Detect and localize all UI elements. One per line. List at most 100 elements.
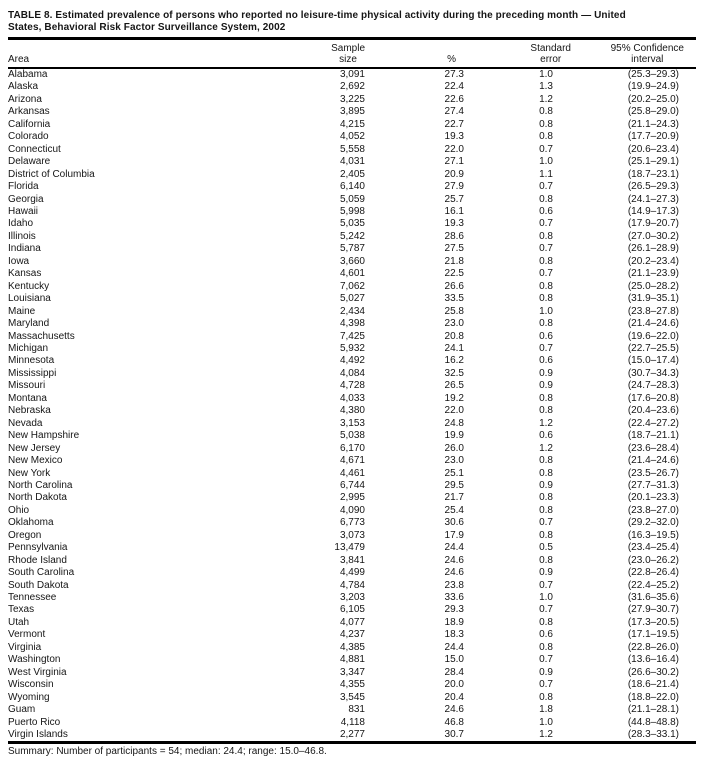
cell-sample-size: 4,728: [339, 380, 365, 392]
cell-sample-size: 2,995: [339, 492, 365, 504]
cell-confidence-interval: (31.6–35.6): [627, 592, 679, 604]
cell-sample-size: 6,105: [339, 604, 365, 616]
cell-standard-error: 0.7: [539, 517, 553, 529]
cell-area: Arizona: [8, 93, 42, 105]
cell-standard-error: 0.8: [539, 392, 553, 404]
cell-standard-error: 1.2: [539, 417, 553, 429]
cell-confidence-interval: (15.0–17.4): [627, 355, 679, 367]
cell-sample-size: 4,215: [339, 118, 365, 130]
cell-sample-size: 6,140: [339, 181, 365, 193]
cell-percent: 22.0: [444, 143, 464, 155]
cell-percent: 21.8: [444, 255, 464, 267]
table-row: Alaska 2,692 22.4 1.3 (19.9–24.9): [8, 81, 696, 93]
cell-area: District of Columbia: [8, 168, 95, 180]
table-row: South Carolina 4,499 24.6 0.9 (22.8–26.4): [8, 567, 696, 579]
table-row: Tennessee 3,203 33.6 1.0 (31.6–35.6): [8, 592, 696, 604]
cell-area: Maine: [8, 305, 36, 317]
table-row: California 4,215 22.7 0.8 (21.1–24.3): [8, 119, 696, 131]
cell-sample-size: 3,841: [339, 554, 365, 566]
cell-confidence-interval: (29.2–32.0): [627, 517, 679, 529]
cell-sample-size: 4,492: [339, 355, 365, 367]
cell-standard-error: 0.6: [539, 355, 553, 367]
cell-area: Oregon: [8, 529, 42, 541]
cell-percent: 26.6: [444, 280, 464, 292]
cell-confidence-interval: (24.1–27.3): [627, 193, 679, 205]
cell-area: Montana: [8, 392, 47, 404]
cell-percent: 20.8: [444, 330, 464, 342]
cell-area: Idaho: [8, 218, 34, 230]
table-row: Rhode Island 3,841 24.6 0.8 (23.0–26.2): [8, 555, 696, 567]
table-row: Pennsylvania 13,479 24.4 0.5 (23.4–25.4): [8, 542, 696, 554]
cell-confidence-interval: (27.0–30.2): [627, 230, 679, 242]
cell-confidence-interval: (27.9–30.7): [627, 604, 679, 616]
table-row: Louisiana 5,027 33.5 0.8 (31.9–35.1): [8, 293, 696, 305]
cell-sample-size: 5,038: [339, 430, 365, 442]
cell-standard-error: 0.8: [539, 529, 553, 541]
table-row: Arkansas 3,895 27.4 0.8 (25.8–29.0): [8, 106, 696, 118]
cell-confidence-interval: (13.6–16.4): [627, 654, 679, 666]
cell-sample-size: 3,153: [339, 417, 365, 429]
table-row: North Carolina 6,744 29.5 0.9 (27.7–31.3): [8, 480, 696, 492]
cell-percent: 27.4: [444, 106, 464, 118]
table-row: Illinois 5,242 28.6 0.8 (27.0–30.2): [8, 231, 696, 243]
table-row: Washington 4,881 15.0 0.7 (13.6–16.4): [8, 654, 696, 666]
cell-confidence-interval: (44.8–48.8): [627, 716, 679, 728]
cell-area: Massachusetts: [8, 330, 75, 342]
cell-confidence-interval: (17.1–19.5): [627, 629, 679, 641]
cell-percent: 22.6: [444, 93, 464, 105]
cell-sample-size: 4,118: [340, 716, 365, 728]
table-body: Alabama 3,091 27.3 1.0 (25.3–29.3) Alaska 2,69…: [8, 68, 696, 743]
cell-percent: 29.3: [444, 604, 464, 616]
cell-area: Puerto Rico: [8, 716, 61, 728]
cell-standard-error: 0.5: [539, 542, 553, 554]
cell-standard-error: 0.7: [539, 268, 553, 280]
cell-standard-error: 0.7: [539, 181, 553, 193]
cell-percent: 30.6: [444, 517, 464, 529]
cell-sample-size: 4,499: [339, 567, 365, 579]
table-row: Colorado 4,052 19.3 0.8 (17.7–20.9): [8, 131, 696, 143]
cell-standard-error: 0.8: [539, 280, 553, 292]
table-row: Kansas 4,601 22.5 0.7 (21.1–23.9): [8, 268, 696, 280]
table-row: Nevada 3,153 24.8 1.2 (22.4–27.2): [8, 418, 696, 430]
cell-area: Illinois: [8, 230, 36, 242]
cell-standard-error: 0.8: [539, 504, 553, 516]
table-summary: Summary: Number of participants = 54; me…: [8, 746, 327, 758]
cell-area: Washington: [8, 654, 61, 666]
cell-percent: 27.5: [444, 243, 464, 255]
cell-area: Wyoming: [8, 691, 50, 703]
cell-confidence-interval: (25.1–29.1): [627, 156, 679, 168]
table-row: Minnesota 4,492 16.2 0.6 (15.0–17.4): [8, 355, 696, 367]
table-row: Virginia 4,385 24.4 0.8 (22.8–26.0): [8, 642, 696, 654]
cell-percent: 21.7: [444, 492, 464, 504]
cell-standard-error: 0.8: [539, 616, 553, 628]
cell-sample-size: 5,998: [339, 205, 365, 217]
column-header-sample-size: Sample size: [268, 40, 365, 69]
cell-sample-size: 7,425: [339, 330, 365, 342]
cell-confidence-interval: (20.4–23.6): [627, 405, 679, 417]
cell-sample-size: 6,744: [339, 479, 365, 491]
cell-confidence-interval: (24.7–28.3): [627, 380, 679, 392]
cell-area: Oklahoma: [8, 517, 54, 529]
cell-percent: 25.4: [444, 504, 464, 516]
table-row: West Virginia 3,347 28.4 0.9 (26.6–30.2): [8, 667, 696, 679]
table-header: Area Sample size % Standard error 95% Conf…: [8, 40, 696, 69]
cell-confidence-interval: (23.4–25.4): [627, 542, 679, 554]
cell-area: Minnesota: [8, 355, 55, 367]
cell-sample-size: 3,660: [339, 255, 365, 267]
cell-area: New Mexico: [8, 455, 63, 467]
prevalence-table: Area Sample size % Standard error 95% Conf…: [8, 40, 696, 745]
cell-area: Nevada: [8, 417, 43, 429]
column-header-se-line2: error: [540, 54, 562, 65]
cell-sample-size: 4,033: [339, 392, 365, 404]
cell-confidence-interval: (18.7–21.1): [627, 430, 679, 442]
cell-area: Connecticut: [8, 143, 61, 155]
cell-sample-size: 4,084: [339, 367, 365, 379]
column-header-sample-line2: size: [339, 54, 357, 65]
table-row: Florida 6,140 27.9 0.7 (26.5–29.3): [8, 181, 696, 193]
cell-standard-error: 0.8: [539, 467, 553, 479]
table-row: Delaware 4,031 27.1 1.0 (25.1–29.1): [8, 156, 696, 168]
cell-area: Vermont: [8, 629, 46, 641]
cell-percent: 33.6: [444, 592, 464, 604]
cell-percent: 24.6: [444, 704, 464, 716]
cell-confidence-interval: (19.6–22.0): [627, 330, 679, 342]
